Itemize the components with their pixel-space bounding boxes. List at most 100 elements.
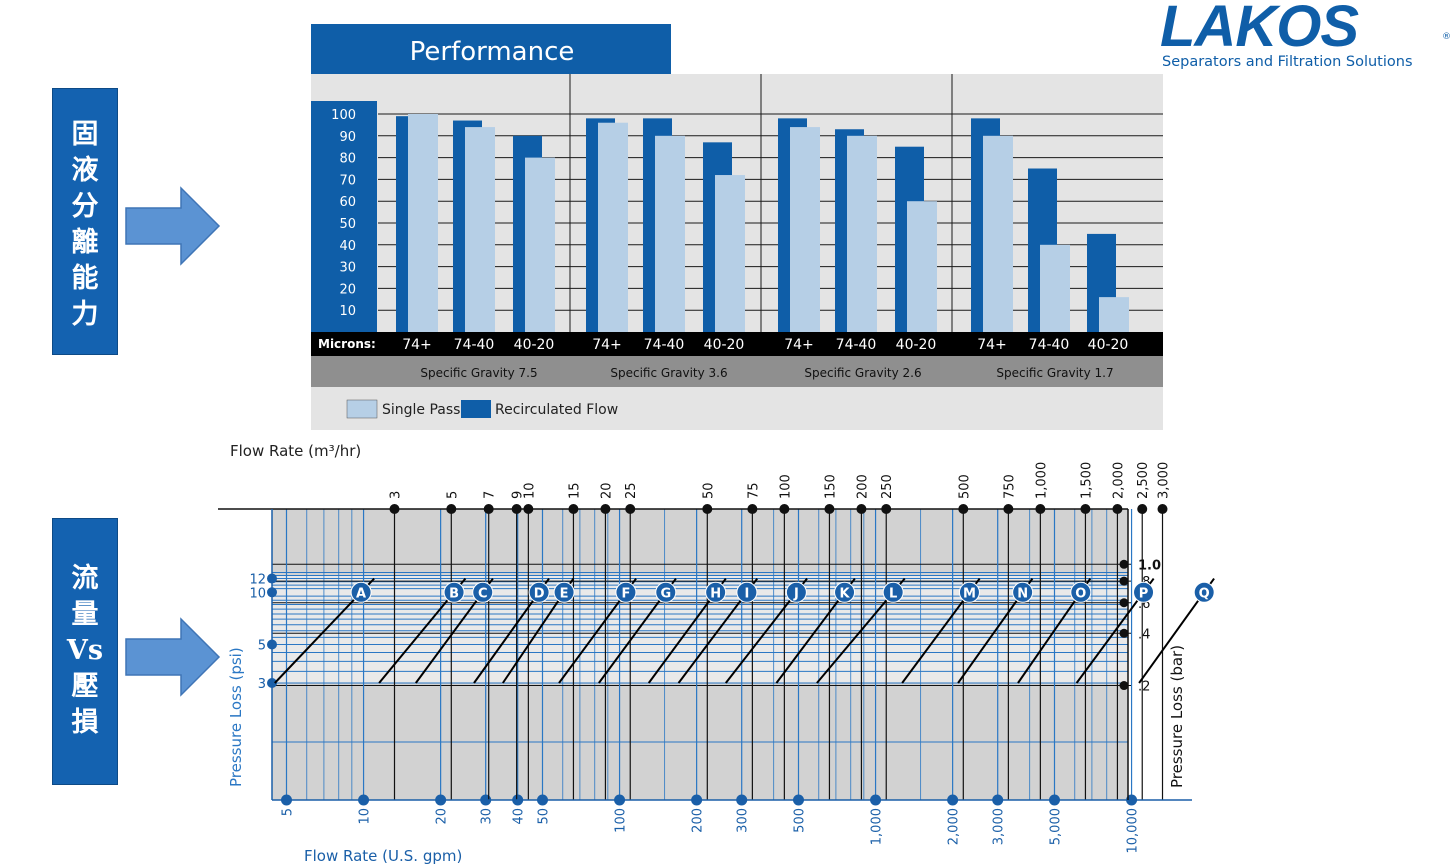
top-tick-label: 20	[599, 482, 614, 499]
top-tick-label: 750	[1002, 474, 1017, 499]
bottom-tick-label: 2,000	[947, 808, 962, 845]
category-label: 74+	[402, 337, 432, 353]
separation-capability-label: 固 液 分 離 能 力	[52, 88, 118, 355]
bottom-tick-label: 20	[435, 808, 450, 825]
right-arrow-icon	[125, 186, 221, 266]
y-tick-label: 70	[339, 173, 356, 188]
bottom-tick-label: 100	[614, 808, 629, 833]
bar-single-pass	[525, 157, 555, 332]
bar-single-pass	[408, 114, 438, 332]
bottom-tick-label: 5	[281, 808, 296, 816]
top-tick-label: 1,500	[1079, 462, 1094, 499]
model-marker	[1070, 581, 1092, 603]
bottom-tick-label: 30	[480, 808, 495, 825]
top-tick-label: 50	[701, 482, 716, 499]
category-label: 74-40	[836, 337, 877, 353]
bar-single-pass	[1040, 244, 1070, 332]
model-label: O	[1075, 586, 1086, 601]
top-tick-label: 75	[746, 482, 761, 499]
model-marker	[958, 581, 980, 603]
top-tick-label: 9	[511, 491, 526, 499]
logo-wordmark: LAKOS	[1160, 0, 1359, 59]
bottom-tick-label: 40	[512, 808, 527, 825]
bar-single-pass	[790, 127, 820, 332]
bottom-tick-label: 50	[537, 808, 552, 825]
micron-axis-bar	[311, 332, 1163, 356]
flow-pressure-chart: Flow Rate (m³/hr) Flow Rate (U.S. gpm) Pre…	[218, 442, 1215, 865]
chart-title: Performance	[410, 37, 575, 67]
bottom-tick-label: 3,000	[992, 808, 1007, 845]
label-char: 損	[71, 707, 99, 738]
top-axis-title: Flow Rate (m³/hr)	[230, 442, 361, 460]
left-tick-label: 12	[249, 573, 266, 588]
label-char: 液	[71, 155, 99, 186]
top-tick-label: 150	[823, 474, 838, 499]
model-label: Q	[1199, 586, 1210, 601]
model-label: J	[793, 586, 799, 601]
right-tick-label: .2	[1138, 680, 1150, 695]
model-label: M	[963, 586, 976, 601]
left-axis-title: Pressure Loss (psi)	[227, 647, 245, 787]
performance-chart: Performance 10 20 30 40 50 60 70 80 90 100 Microns:…	[311, 24, 1163, 430]
model-marker	[705, 581, 727, 603]
model-marker	[655, 581, 677, 603]
top-tick-label: 3	[389, 491, 404, 499]
group-label: Specific Gravity 3.6	[610, 366, 727, 380]
bottom-tick-label: 1,000	[870, 808, 885, 845]
category-label: 74+	[977, 337, 1007, 353]
label-char: 量	[71, 599, 99, 630]
model-label: P	[1139, 586, 1149, 601]
category-label: 74+	[784, 337, 814, 353]
model-marker	[1133, 581, 1155, 603]
category-label: 40-20	[514, 337, 555, 353]
y-tick-label: 50	[339, 217, 356, 232]
bar-single-pass	[715, 175, 745, 332]
top-tick-label: 15	[567, 482, 582, 499]
model-label: E	[560, 586, 569, 601]
model-label: A	[356, 586, 366, 601]
bar-single-pass	[907, 201, 937, 332]
category-label: 74-40	[644, 337, 685, 353]
model-marker	[443, 581, 465, 603]
category-label: 40-20	[1088, 337, 1129, 353]
y-tick-label: 30	[339, 261, 356, 276]
bottom-tick-label: 500	[793, 808, 808, 833]
model-label: K	[839, 586, 850, 601]
bottom-tick-label: 5,000	[1049, 808, 1064, 845]
right-axis-title: Pressure Loss (bar)	[1168, 645, 1186, 788]
right-tick-label: .4	[1138, 627, 1150, 642]
top-tick-label: 2,000	[1111, 462, 1126, 499]
model-marker	[1012, 581, 1034, 603]
top-tick-label: 1,000	[1034, 462, 1049, 499]
operating-band	[272, 575, 1128, 683]
legend-label: Single Pass	[382, 402, 460, 418]
top-tick-label: 5	[445, 491, 460, 499]
y-axis-panel	[311, 101, 377, 332]
label-char: 流	[71, 563, 99, 594]
label-char: 分	[71, 191, 99, 222]
lakos-logo: LAKOS ® Separators and Filtration Soluti…	[1160, 0, 1452, 76]
model-marker	[553, 581, 575, 603]
y-tick-label: 60	[339, 195, 356, 210]
model-marker	[785, 581, 807, 603]
registered-mark: ®	[1442, 32, 1451, 42]
flow-vs-pressure-label: 流 量 Vs 壓 損	[52, 518, 118, 785]
model-marker	[528, 581, 550, 603]
group-label: Specific Gravity 7.5	[420, 366, 537, 380]
top-tick-label: 7	[483, 491, 498, 499]
legend-swatch-recirculated	[461, 400, 491, 418]
micron-axis-label: Microns:	[318, 337, 376, 351]
top-tick-label: 10	[522, 482, 537, 499]
model-label: L	[889, 586, 897, 601]
bottom-tick-label: 200	[691, 808, 706, 833]
bottom-tick-label: 10,000	[1126, 808, 1141, 854]
top-tick-label: 25	[624, 482, 639, 499]
bar-single-pass	[655, 135, 685, 332]
model-label: I	[744, 586, 749, 601]
top-tick-label: 500	[957, 474, 972, 499]
model-marker	[350, 581, 372, 603]
bar-single-pass	[1099, 297, 1129, 332]
bottom-tick-label: 10	[358, 808, 373, 825]
bar-tick-marker	[1119, 559, 1129, 569]
bottom-axis-title: Flow Rate (U.S. gpm)	[304, 847, 462, 865]
